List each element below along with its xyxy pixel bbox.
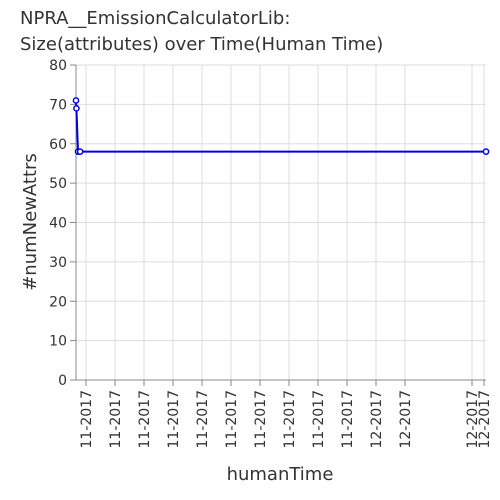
x-axis-label: humanTime <box>227 464 334 485</box>
y-axis-ticks: 0 10 20 30 40 50 60 70 80 <box>49 58 76 389</box>
data-point <box>73 104 80 112</box>
data-point <box>72 97 80 104</box>
y-tick-label: 80 <box>49 58 67 74</box>
y-tick-label: 60 <box>49 137 67 153</box>
y-tick-label: 30 <box>49 255 67 271</box>
x-tick-label: 11-2017 <box>253 390 269 449</box>
x-tick-label: 11-2017 <box>311 390 327 449</box>
x-tick-label: 12-2017 <box>369 390 385 449</box>
x-tick-label: 11-2017 <box>340 390 356 449</box>
y-tick-label: 20 <box>49 294 67 310</box>
chart-title-line-2: Size(attributes) over Time(Human Time) <box>20 34 383 55</box>
y-tick-label: 0 <box>58 373 67 389</box>
x-axis-ticks: 11-2017 11-2017 11-2017 11-2017 11-2017 11-20… <box>79 380 493 449</box>
y-tick-label: 70 <box>49 97 67 113</box>
chart-title-line-1: NPRA__EmissionCalculatorLib: <box>20 8 290 29</box>
x-tick-label: 11-2017 <box>137 390 153 449</box>
y-axis-label: #numNewAttrs <box>20 153 41 291</box>
x-tick-label: 11-2017 <box>79 390 95 449</box>
data-point <box>76 148 84 155</box>
grid <box>76 64 486 380</box>
chart-title: NPRA__EmissionCalculatorLib: Size(attrib… <box>20 8 383 55</box>
x-tick-label: 11-2017 <box>195 390 211 449</box>
y-tick-label: 40 <box>49 216 67 232</box>
y-tick-label: 50 <box>49 176 67 192</box>
series-group <box>72 97 490 155</box>
y-tick-label: 10 <box>49 334 67 350</box>
x-tick-label: 11-2017 <box>282 390 298 449</box>
x-tick-label: 11-2017 <box>166 390 182 449</box>
data-point <box>482 148 490 155</box>
x-tick-label: 12-2017 <box>398 390 414 449</box>
x-tick-label: 12-2017 <box>477 390 493 449</box>
x-tick-label: 12-2017 <box>465 390 481 449</box>
x-tick-label: 11-2017 <box>108 390 124 449</box>
x-tick-label: 11-2017 <box>224 390 240 449</box>
